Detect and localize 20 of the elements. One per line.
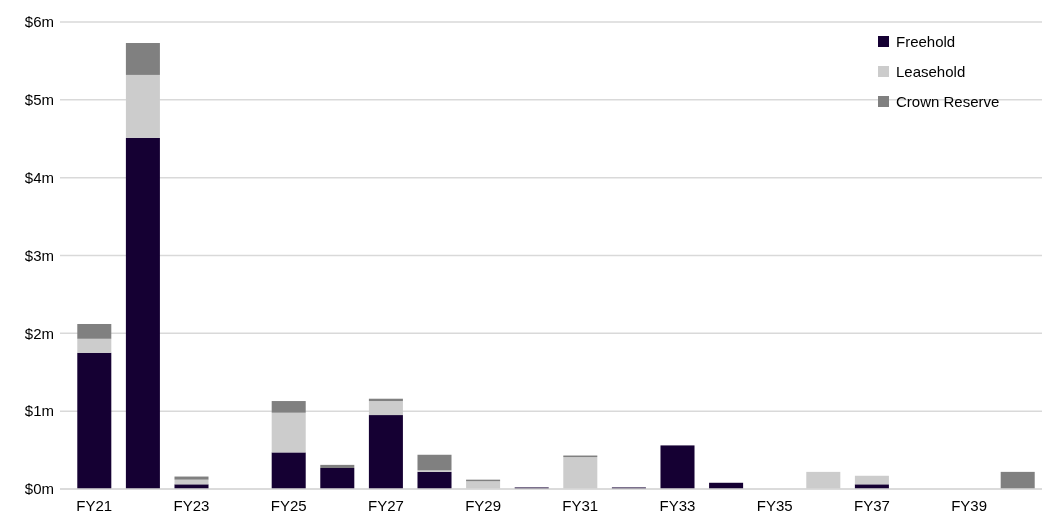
y-tick-label: $4m xyxy=(24,168,54,186)
x-tick-label: FY39 xyxy=(951,497,988,514)
x-tick-label: FY25 xyxy=(270,497,307,514)
y-tick-label: $1m xyxy=(24,402,54,420)
x-tick-label: FY21 xyxy=(76,497,113,514)
legend-label: Freehold xyxy=(896,33,956,51)
x-tick-label: FY29 xyxy=(465,497,502,514)
x-tick-label: FY33 xyxy=(659,497,696,514)
legend-label: Leasehold xyxy=(896,63,966,81)
x-tick-label: FY27 xyxy=(367,497,404,514)
y-tick-label: $2m xyxy=(24,324,54,342)
y-tick-label: $0m xyxy=(24,480,54,498)
y-tick-label: $3m xyxy=(24,246,54,264)
y-tick-label: $6m xyxy=(24,13,54,31)
x-tick-label: FY37 xyxy=(853,497,890,514)
y-tick-label: $5m xyxy=(24,91,54,109)
legend-label: Crown Reserve xyxy=(896,93,1000,111)
x-tick-label: FY35 xyxy=(756,497,793,514)
x-tick-label: FY31 xyxy=(562,497,599,514)
x-tick-label: FY23 xyxy=(173,497,210,514)
